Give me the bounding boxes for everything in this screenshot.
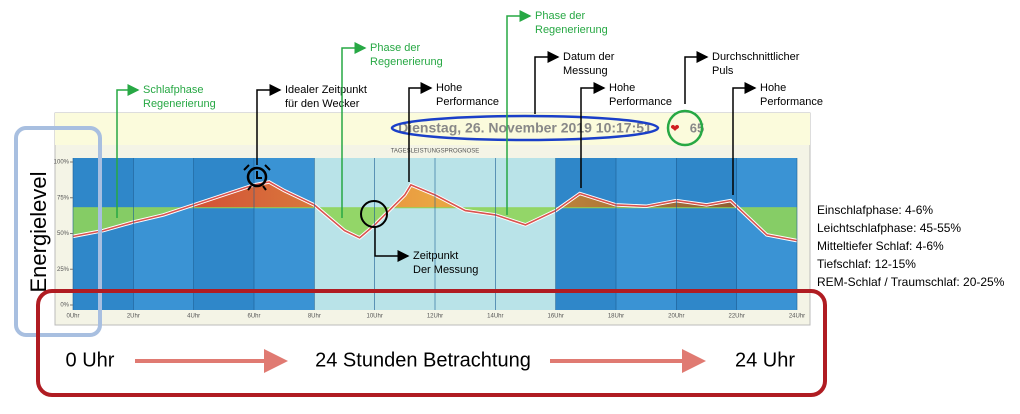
- time-column: [555, 158, 616, 310]
- annotation: Regenerierung: [370, 56, 443, 68]
- annotation: Datum der: [563, 51, 615, 63]
- annotation: Phase der: [370, 42, 420, 54]
- time-column: [193, 158, 254, 310]
- y-tick-label: 75%: [57, 195, 70, 201]
- time-column: [616, 158, 677, 310]
- annotation: Phase der: [535, 10, 585, 22]
- time-column: [374, 158, 435, 310]
- x-tick-label: 20Uhr: [668, 314, 684, 320]
- annotation: Performance: [609, 96, 672, 108]
- x-tick-label: 10Uhr: [366, 314, 382, 320]
- x-tick-label: 6Uhr: [247, 314, 260, 320]
- annotation: Performance: [760, 96, 823, 108]
- alarm-icon: [243, 164, 271, 191]
- regeneration-area: [73, 207, 797, 241]
- callout-line: [506, 10, 532, 215]
- y-axis-label: Energielevel: [26, 171, 51, 292]
- annotation: Regenerierung: [143, 98, 216, 110]
- annotation: Regenerierung: [535, 24, 608, 36]
- sleep-phase: Tiefschlaf: 12-15%: [817, 257, 916, 271]
- alarm-icon: [246, 166, 268, 188]
- annotation: Durchschnittlicher: [712, 51, 800, 63]
- y-tick-label: 25%: [57, 267, 70, 273]
- time-column: [133, 158, 194, 310]
- x-tick-label: 16Uhr: [547, 314, 563, 320]
- plot: 0Uhr 2Uhr 4Uhr 6Uhr 8Uhr 10Uhr 12Uhr 14Uhr 16Uhr…: [54, 158, 805, 320]
- x-tick-label: 12Uhr: [427, 314, 443, 320]
- callout-line: [374, 227, 410, 262]
- footer-middle: 24 Stunden Betrachtung: [315, 349, 531, 371]
- chart-title: TAGESLEISTUNGSPROGNOSE: [391, 149, 480, 155]
- annotation: Messung: [563, 65, 608, 77]
- x-tick-label: 2Uhr: [127, 314, 140, 320]
- sleep-phase: Mitteltiefer Schlaf: 4-6%: [817, 239, 944, 253]
- callout-line: [341, 42, 367, 218]
- measurement-date: Dienstag, 26. November 2019 10:17:51: [398, 120, 652, 136]
- callout-line: [408, 82, 433, 182]
- annotation: Schlafphase: [143, 84, 204, 96]
- annotation: Hohe: [609, 82, 635, 94]
- measurement-marker: [360, 200, 388, 228]
- x-tick-label: 4Uhr: [187, 314, 200, 320]
- annotation: Performance: [436, 96, 499, 108]
- annotation: Zeitpunkt: [413, 250, 458, 262]
- x-tick-label: 18Uhr: [608, 314, 624, 320]
- x-tick-label: 0Uhr: [66, 314, 79, 320]
- sleep-phase: REM-Schlaf / Traumschlaf: 20-25%: [817, 275, 1005, 289]
- time-column: [435, 158, 496, 310]
- x-tick-label: 22Uhr: [728, 314, 744, 320]
- annotations: Schlafphase Regenerierung Idealer Zeitpunk…: [116, 10, 1005, 289]
- annotation: Hohe: [436, 82, 462, 94]
- y-tick-label: 0%: [60, 303, 69, 309]
- callout-line: [732, 82, 757, 195]
- annotation: für den Wecker: [285, 98, 360, 110]
- time-box: [36, 289, 827, 397]
- x-tick-label: 8Uhr: [308, 314, 321, 320]
- annotation: Hohe: [760, 82, 786, 94]
- y-tick-label: 100%: [54, 160, 70, 166]
- footer-end: 24 Uhr: [735, 349, 795, 371]
- date-highlight: [390, 114, 660, 142]
- x-tick-label: 14Uhr: [487, 314, 503, 320]
- callout-line: [684, 51, 709, 104]
- callout-line: [116, 84, 140, 218]
- annotation: Idealer Zeitpunkt: [285, 84, 367, 96]
- y-tick-label: 50%: [57, 231, 70, 237]
- callout-line: [580, 82, 606, 188]
- callout-line: [256, 84, 282, 165]
- footer-start: 0 Uhr: [66, 349, 115, 371]
- energy-line: [72, 181, 798, 242]
- time-column: [254, 158, 315, 310]
- time-column: [495, 158, 556, 310]
- time-column: [676, 158, 737, 310]
- heart-icon: ❤: [670, 123, 679, 135]
- sleep-phase: Einschlafphase: 4-6%: [817, 203, 933, 217]
- sleep-phase: Leichtschlafphase: 45-55%: [817, 221, 961, 235]
- x-tick-label: 24Uhr: [789, 314, 805, 320]
- callout-line: [534, 51, 560, 114]
- y-label-box: [14, 126, 102, 337]
- annotation: Puls: [712, 65, 734, 77]
- annotation: Der Messung: [413, 264, 478, 276]
- pulse-highlight: [666, 109, 704, 147]
